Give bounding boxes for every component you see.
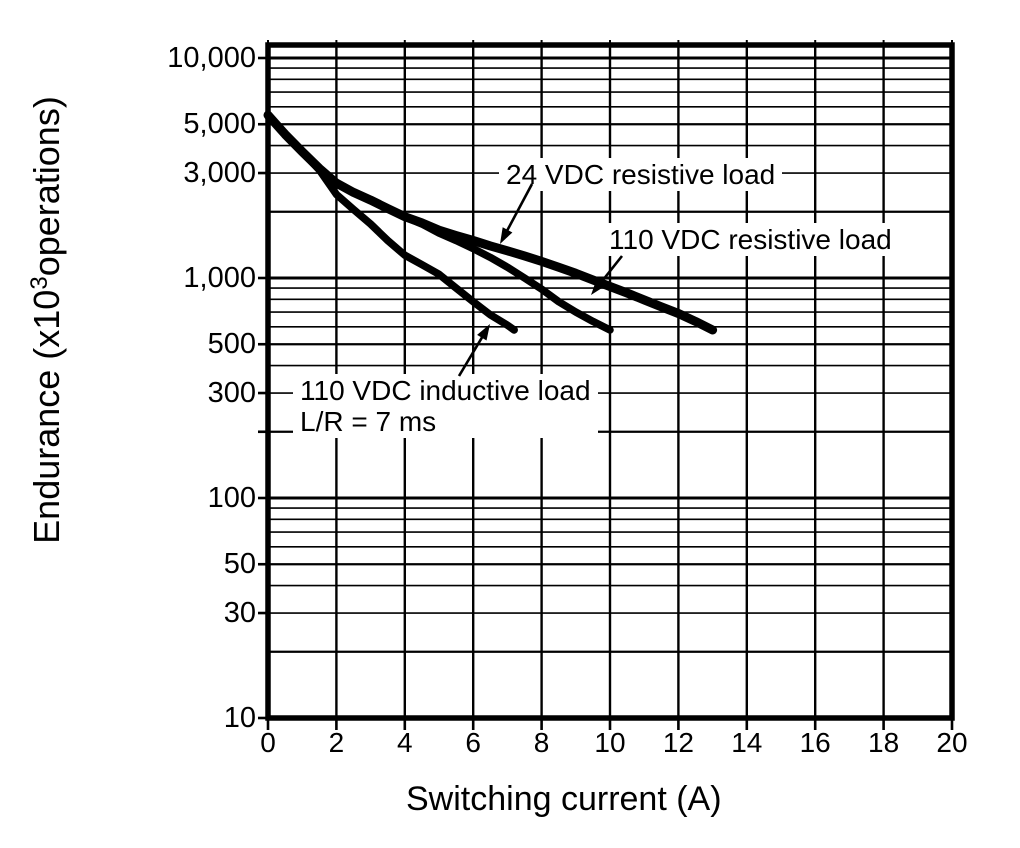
arrow-24vdc-resistive	[500, 183, 534, 244]
y-tick-label-1000: 1,000	[183, 262, 256, 294]
x-tick-label-2: 2	[328, 727, 345, 758]
y-tick-label-300: 300	[207, 377, 256, 410]
y-tick-label-5000: 5,000	[183, 108, 256, 141]
annotation-110vdc-inductive-load-line1: 110 VDC inductive load	[300, 375, 591, 406]
x-tick-label-8: 8	[533, 727, 550, 758]
x-tick-label-12: 12	[662, 727, 694, 758]
x-tick-label-6: 6	[465, 727, 481, 758]
annotation-110vdc-resistive-load: 110 VDC resistive load	[602, 223, 899, 256]
y-tick-label-30: 30	[223, 597, 256, 630]
x-tick-label-20: 20	[936, 727, 968, 758]
x-axis-title: Switching current (A)	[406, 780, 722, 818]
y-tick-label-10000: 10,000	[167, 42, 256, 74]
x-tick-label-14: 14	[731, 727, 763, 758]
annotation-110vdc-inductive-load: 110 VDC inductive load L/R = 7 ms	[293, 374, 598, 438]
curve-110vdc-inductive	[264, 111, 518, 334]
x-tick-label-18: 18	[868, 727, 900, 758]
y-tick-label-3000: 3,000	[183, 157, 256, 190]
annotation-110vdc-inductive-load-line2: L/R = 7 ms	[300, 406, 437, 437]
arrow-110vdc-resistive	[591, 255, 624, 295]
x-tick-label-4: 4	[397, 727, 413, 758]
arrow-110vdc-inductive	[457, 324, 490, 377]
y-tick-label-50: 50	[223, 548, 256, 581]
y-tick-label-10: 10	[223, 702, 256, 734]
x-tick-label-10: 10	[594, 727, 626, 758]
y-tick-label-100: 100	[207, 482, 256, 514]
x-tick-label-0: 0	[260, 727, 276, 758]
annotation-24vdc-resistive-load: 24 VDC resistive load	[499, 158, 783, 191]
curve-24vdc-resistive	[263, 110, 718, 335]
x-tick-label-16: 16	[799, 727, 831, 758]
curve-110vdc-resistive	[264, 111, 614, 334]
y-tick-label-500: 500	[207, 328, 256, 361]
